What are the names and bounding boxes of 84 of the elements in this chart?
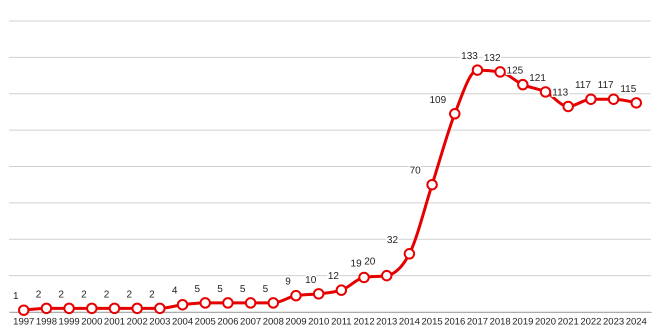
x-tick-label: 2024 [626, 316, 647, 328]
data-label: 113 [552, 87, 569, 98]
x-tick-label: 2016 [444, 316, 466, 328]
x-tick-label: 2006 [217, 316, 238, 328]
point [540, 86, 552, 98]
point [86, 302, 98, 314]
x-tick-label: 2005 [194, 316, 216, 328]
point [472, 64, 484, 76]
data-label: 2 [58, 289, 64, 300]
point [358, 272, 370, 284]
data-label: 10 [305, 274, 317, 286]
point [268, 297, 280, 309]
point [290, 290, 302, 302]
data-label: 32 [386, 234, 398, 246]
data-label: 1 [13, 291, 20, 302]
x-tick-label: 2019 [512, 316, 534, 328]
x-tick-label: 2003 [149, 316, 170, 328]
x-tick-label: 2002 [126, 316, 148, 328]
point [176, 298, 188, 310]
point [562, 100, 574, 112]
data-label: 70 [410, 166, 422, 177]
data-label: 132 [484, 52, 501, 64]
point [63, 302, 75, 314]
x-tick-label: 2000 [81, 316, 102, 328]
x-tick-label: 2017 [466, 316, 488, 328]
data-label: 2 [126, 289, 132, 300]
x-tick-label: 2014 [398, 316, 420, 328]
point [380, 270, 392, 282]
data-label: 12 [328, 271, 340, 282]
point [426, 178, 438, 190]
data-label: 2 [149, 289, 156, 300]
point [494, 66, 506, 78]
x-tick-label: 2009 [285, 316, 307, 328]
x-tick-label: 2015 [422, 316, 443, 328]
point [608, 93, 620, 105]
x-tick-label: 2004 [172, 316, 194, 328]
data-label: 20 [364, 256, 376, 268]
data-label: 19 [350, 258, 362, 270]
point [630, 97, 642, 109]
data-label: 9 [285, 276, 292, 288]
data-label: 115 [620, 84, 637, 95]
x-tick-label: 2011 [331, 316, 352, 328]
point [40, 302, 52, 314]
data-label: 4 [172, 286, 178, 297]
x-tick-label: 2008 [262, 316, 284, 328]
x-tick-label: 2001 [104, 316, 126, 328]
point [154, 302, 166, 314]
x-tick-label: 2018 [490, 316, 511, 328]
x-tick-label: 1999 [58, 316, 80, 328]
data-label: 109 [429, 94, 447, 106]
data-label: 5 [217, 284, 224, 295]
data-label: 117 [598, 80, 614, 92]
x-tick-label: 2021 [558, 316, 579, 328]
point [336, 284, 348, 296]
x-tick-label: 2010 [308, 316, 330, 328]
x-tick-label: 2013 [376, 316, 398, 328]
data-label: 5 [194, 284, 201, 295]
point [449, 108, 461, 120]
data-label: 2 [104, 289, 110, 300]
data-label: 5 [262, 284, 269, 295]
point [222, 297, 234, 309]
data-label: 5 [240, 284, 246, 295]
x-tick-label: 1997 [13, 316, 34, 328]
data-label: 2 [36, 289, 42, 300]
point [18, 304, 30, 316]
data-label: 133 [461, 51, 478, 62]
point [585, 93, 597, 105]
data-label: 121 [529, 72, 546, 84]
point [312, 288, 324, 300]
data-label: 125 [506, 66, 524, 77]
point [199, 297, 211, 309]
data-label: 117 [574, 80, 592, 92]
x-tick-label: 2022 [580, 316, 602, 328]
data-label: 2 [81, 289, 88, 300]
point [108, 302, 120, 314]
x-tick-label: 2020 [534, 316, 556, 328]
point [517, 78, 529, 90]
x-tick-label: 2007 [240, 316, 262, 328]
x-tick-label: 2023 [603, 316, 624, 328]
x-tick-label: 2012 [353, 316, 375, 328]
point [404, 248, 416, 260]
point [244, 297, 256, 309]
point [131, 302, 143, 314]
x-tick-label: 1998 [36, 316, 57, 328]
